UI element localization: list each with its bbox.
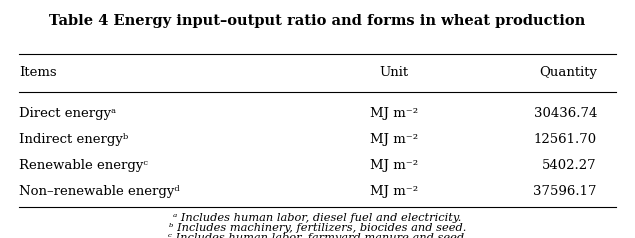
- Text: MJ m⁻²: MJ m⁻²: [370, 159, 418, 172]
- Text: 5402.27: 5402.27: [542, 159, 597, 172]
- Text: ᵃ Includes human labor, diesel fuel and electricity.: ᵃ Includes human labor, diesel fuel and …: [173, 213, 462, 223]
- Text: MJ m⁻²: MJ m⁻²: [370, 133, 418, 146]
- Text: Unit: Unit: [379, 66, 408, 79]
- Text: Non–renewable energyᵈ: Non–renewable energyᵈ: [19, 185, 180, 198]
- Text: Table 4 Energy input–output ratio and forms in wheat production: Table 4 Energy input–output ratio and fo…: [50, 14, 585, 28]
- Text: 30436.74: 30436.74: [533, 107, 597, 119]
- Text: Direct energyᵃ: Direct energyᵃ: [19, 107, 116, 119]
- Text: MJ m⁻²: MJ m⁻²: [370, 107, 418, 119]
- Text: ᶜ Includes human labor, farmyard manure and seed.: ᶜ Includes human labor, farmyard manure …: [168, 233, 467, 238]
- Text: ᵇ Includes machinery, fertilizers, biocides and seed.: ᵇ Includes machinery, fertilizers, bioci…: [169, 223, 466, 233]
- Text: Renewable energyᶜ: Renewable energyᶜ: [19, 159, 148, 172]
- Text: 12561.70: 12561.70: [534, 133, 597, 146]
- Text: Indirect energyᵇ: Indirect energyᵇ: [19, 133, 128, 146]
- Text: Items: Items: [19, 66, 57, 79]
- Text: MJ m⁻²: MJ m⁻²: [370, 185, 418, 198]
- Text: 37596.17: 37596.17: [533, 185, 597, 198]
- Text: Quantity: Quantity: [539, 66, 597, 79]
